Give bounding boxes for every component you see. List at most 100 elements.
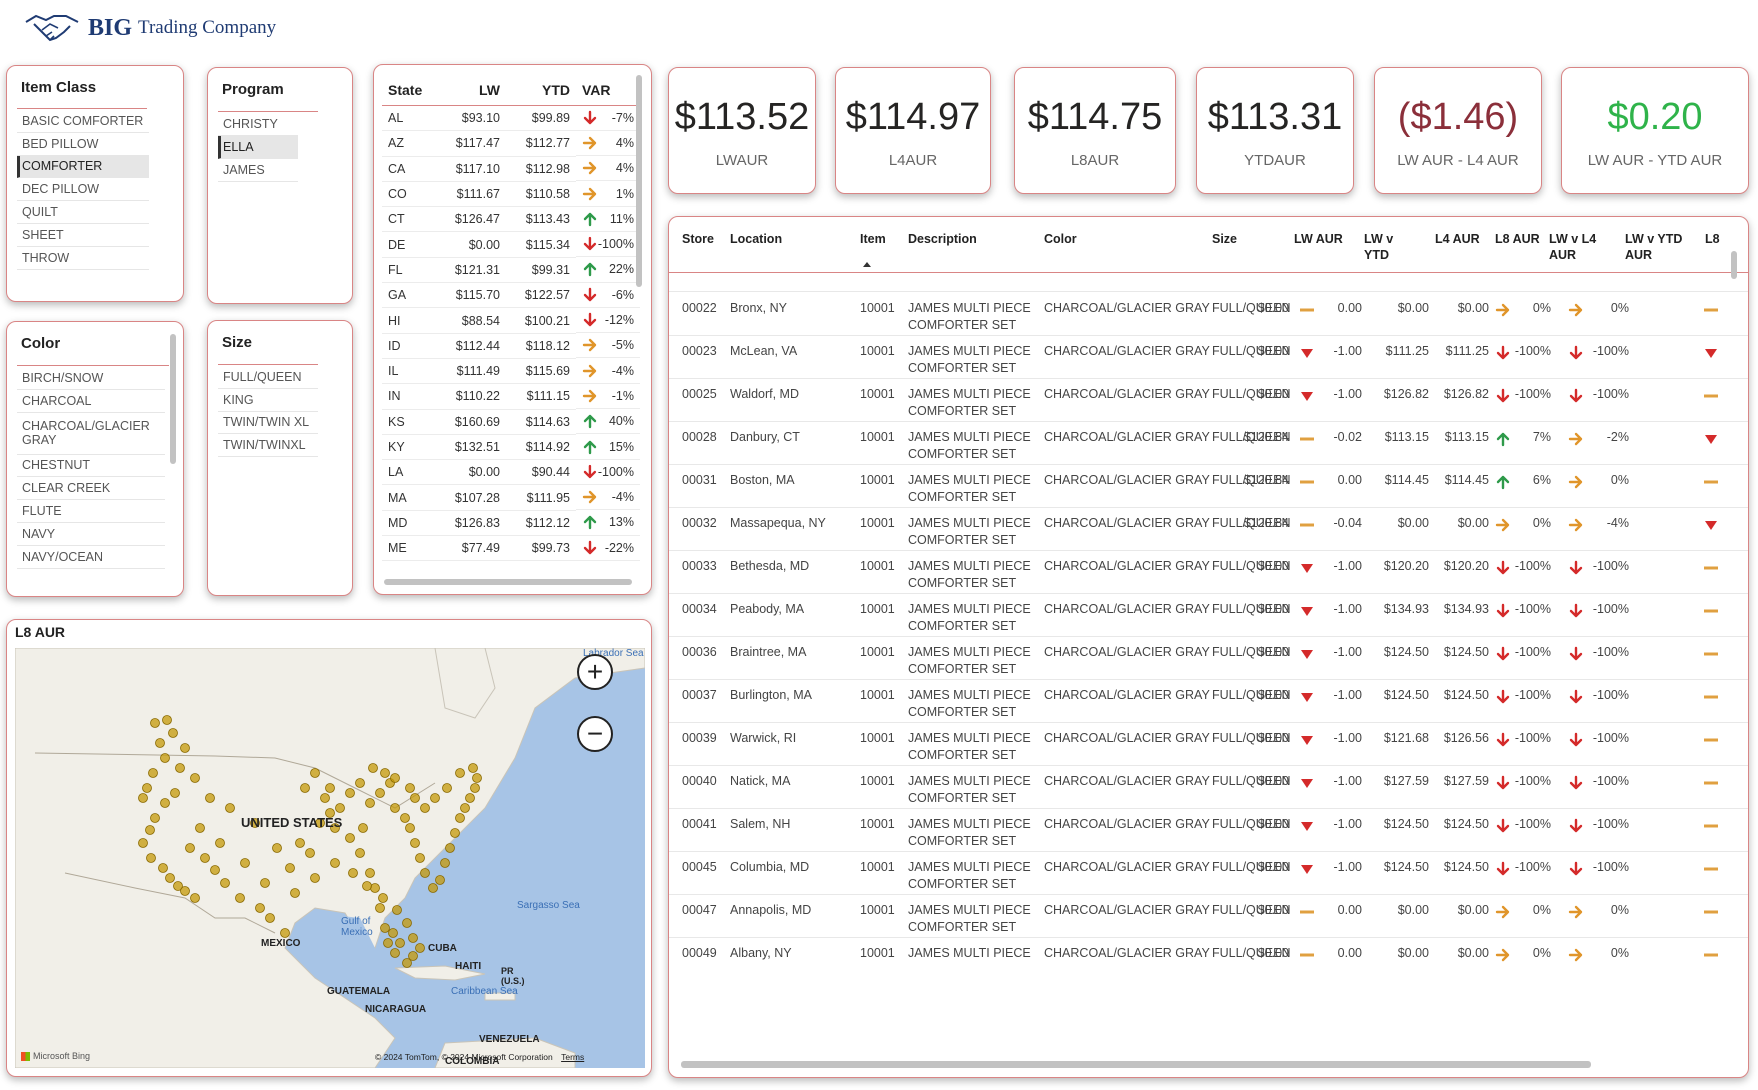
store-location-dot[interactable] (220, 878, 230, 888)
store-location-dot[interactable] (265, 913, 275, 923)
store-location-dot[interactable] (162, 715, 172, 725)
table-row[interactable]: 00037 Burlington, MA 10001 JAMES MULTI PIEC… (669, 680, 1748, 723)
store-location-dot[interactable] (310, 768, 320, 778)
size-option[interactable]: FULL/QUEEN (218, 366, 318, 389)
store-location-dot[interactable] (148, 768, 158, 778)
store-location-dot[interactable] (355, 848, 365, 858)
store-map[interactable]: UNITED STATES MEXICO CUBA HAITI PR (U.S.… (15, 648, 645, 1068)
state-row[interactable]: AL $93.10 $99.89 -7% (382, 105, 640, 132)
col-header-color[interactable]: Color (1044, 232, 1077, 246)
color-option[interactable]: NAVY (17, 523, 165, 546)
col-header-l8[interactable]: L8 (1705, 232, 1720, 246)
store-location-dot[interactable] (160, 753, 170, 763)
store-location-dot[interactable] (325, 808, 335, 818)
size-option[interactable]: TWIN/TWINXL (218, 434, 318, 458)
store-location-dot[interactable] (305, 848, 315, 858)
state-row[interactable]: LA $0.00 $90.44 -100% (382, 459, 640, 486)
store-location-dot[interactable] (468, 763, 478, 773)
store-location-dot[interactable] (155, 738, 165, 748)
state-col-var[interactable]: VAR (576, 75, 640, 106)
color-option[interactable]: BIRCH/SNOW (17, 367, 165, 390)
store-location-dot[interactable] (170, 788, 180, 798)
state-row[interactable]: CA $117.10 $112.98 4% (382, 156, 640, 182)
store-location-dot[interactable] (390, 773, 400, 783)
store-location-dot[interactable] (440, 858, 450, 868)
store-location-dot[interactable] (380, 768, 390, 778)
program-option[interactable]: ELLA (218, 136, 298, 159)
store-location-dot[interactable] (465, 793, 475, 803)
store-location-dot[interactable] (168, 728, 178, 738)
state-row[interactable]: HI $88.54 $100.21 -12% (382, 307, 640, 334)
state-row[interactable]: ID $112.44 $118.12 -5% (382, 333, 640, 359)
state-row[interactable]: FL $121.31 $99.31 22% (382, 257, 640, 284)
store-location-dot[interactable] (345, 788, 355, 798)
store-location-dot[interactable] (150, 813, 160, 823)
table-row[interactable]: 00031 Boston, MA 10001 JAMES MULTI PIECE COM… (669, 465, 1748, 508)
store-location-dot[interactable] (215, 838, 225, 848)
col-header-lw-v-l4-aur[interactable]: LW v L4 AUR (1549, 232, 1597, 262)
store-location-dot[interactable] (315, 818, 325, 828)
store-location-dot[interactable] (402, 918, 412, 928)
col-header-store[interactable]: Store (682, 232, 714, 246)
store-location-dot[interactable] (355, 778, 365, 788)
store-location-dot[interactable] (235, 893, 245, 903)
store-location-dot[interactable] (420, 803, 430, 813)
store-location-dot[interactable] (378, 893, 388, 903)
state-row[interactable]: IL $111.49 $115.69 -4% (382, 358, 640, 385)
store-location-dot[interactable] (365, 798, 375, 808)
zoom-out-button[interactable]: − (577, 716, 613, 752)
store-location-dot[interactable] (138, 838, 148, 848)
col-header-l8-aur[interactable]: L8 AUR (1495, 232, 1540, 246)
store-location-dot[interactable] (145, 825, 155, 835)
state-col-state[interactable]: State (382, 75, 436, 106)
item-class-option[interactable]: SHEET (17, 224, 149, 247)
store-location-dot[interactable] (173, 881, 183, 891)
item-class-option[interactable]: BASIC COMFORTER (17, 110, 149, 133)
store-location-dot[interactable] (435, 875, 445, 885)
store-location-dot[interactable] (408, 951, 418, 961)
table-row[interactable]: 00033 Bethesda, MD 10001 JAMES MULTI PIECE C… (669, 551, 1748, 594)
store-location-dot[interactable] (365, 868, 375, 878)
store-location-dot[interactable] (330, 858, 340, 868)
col-header-location[interactable]: Location (730, 232, 783, 246)
store-location-dot[interactable] (395, 938, 405, 948)
zoom-in-button[interactable]: + (577, 654, 613, 690)
size-option[interactable]: KING (218, 389, 318, 412)
store-location-dot[interactable] (250, 818, 260, 828)
store-location-dot[interactable] (375, 903, 385, 913)
col-header-size[interactable]: Size (1212, 232, 1238, 246)
store-location-dot[interactable] (200, 853, 210, 863)
item-class-option[interactable]: QUILT (17, 201, 149, 224)
store-location-dot[interactable] (320, 793, 330, 803)
store-location-dot[interactable] (240, 858, 250, 868)
state-row[interactable]: KS $160.69 $114.63 40% (382, 409, 640, 435)
item-class-option[interactable]: THROW (17, 247, 149, 270)
store-location-dot[interactable] (165, 873, 175, 883)
color-option[interactable]: CLEAR CREEK (17, 477, 165, 501)
store-location-dot[interactable] (295, 838, 305, 848)
store-location-dot[interactable] (190, 893, 200, 903)
col-header-lw-v-ytd-aur[interactable]: LW v YTD AUR (1625, 232, 1683, 262)
store-location-dot[interactable] (362, 881, 372, 891)
store-location-dot[interactable] (430, 793, 440, 803)
store-location-dot[interactable] (445, 843, 455, 853)
store-location-dot[interactable] (325, 783, 335, 793)
table-row[interactable]: 00047 Annapolis, MD 10001 JAMES MULTI PIECE… (669, 895, 1748, 938)
store-location-dot[interactable] (348, 868, 358, 878)
col-header-description[interactable]: Description (908, 232, 977, 246)
state-row[interactable]: DE $0.00 $115.34 -100% (382, 231, 640, 258)
col-header-l4-aur[interactable]: L4 AUR (1435, 232, 1480, 246)
store-location-dot[interactable] (375, 788, 385, 798)
store-location-dot[interactable] (310, 873, 320, 883)
col-header-item[interactable]: Item (860, 232, 886, 246)
store-location-dot[interactable] (180, 743, 190, 753)
detail-hscrollbar[interactable] (681, 1061, 1591, 1068)
store-location-dot[interactable] (405, 823, 415, 833)
table-row[interactable]: 00041 Salem, NH 10001 JAMES MULTI PIECE COMF… (669, 809, 1748, 852)
store-location-dot[interactable] (460, 803, 470, 813)
store-location-dot[interactable] (142, 783, 152, 793)
store-location-dot[interactable] (450, 828, 460, 838)
store-location-dot[interactable] (358, 823, 368, 833)
store-location-dot[interactable] (300, 783, 310, 793)
store-location-dot[interactable] (180, 886, 190, 896)
